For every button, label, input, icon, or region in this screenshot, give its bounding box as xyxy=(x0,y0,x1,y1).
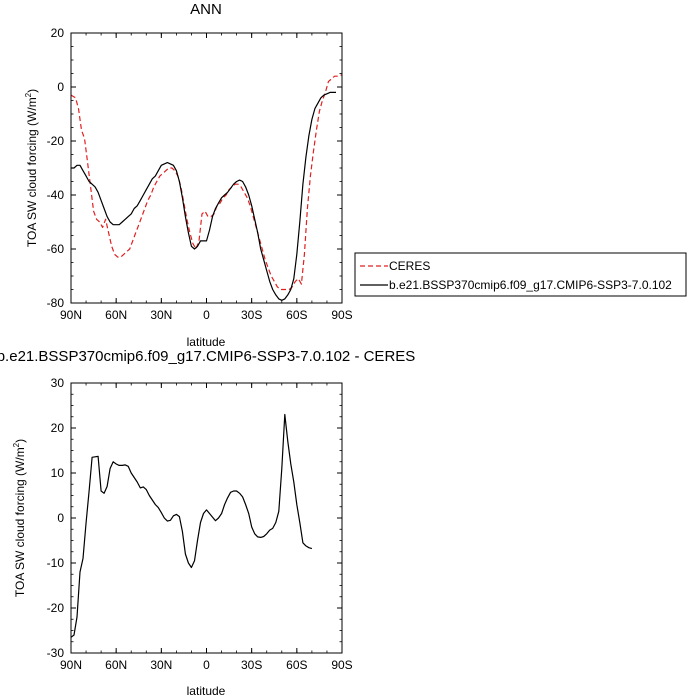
y-tick-label: -40 xyxy=(47,188,65,202)
y-tick-label: -20 xyxy=(47,134,65,148)
x-tick-label: 90N xyxy=(60,658,82,672)
y-axis-label: TOA SW cloud forcing (W/m2) xyxy=(24,89,39,247)
x-tick-label: 60N xyxy=(105,658,127,672)
legend-label-ceres: CERES xyxy=(389,259,430,273)
legend: CERES b.e21.BSSP370cmip6.f09_g17.CMIP6-S… xyxy=(354,252,687,297)
y-tick-label: -60 xyxy=(47,242,65,256)
series-layer xyxy=(70,74,343,301)
x-axis-label: latitude xyxy=(187,684,226,698)
x-tick-label: 0 xyxy=(203,308,210,322)
x-tick-label: 90N xyxy=(60,308,82,322)
y-tick-label: 0 xyxy=(57,80,64,94)
plot-frame xyxy=(70,382,343,654)
legend-label-model: b.e21.BSSP370cmip6.f09_g17.CMIP6-SSP3-7.… xyxy=(389,278,672,292)
chart-title: b.e21.BSSP370cmip6.f09_g17.CMIP6-SSP3-7.… xyxy=(0,348,415,365)
legend-box xyxy=(354,252,687,297)
series-line-1 xyxy=(71,91,336,301)
x-tick-label: 90S xyxy=(331,308,352,322)
y-axis-label: TOA SW cloud forcing (W/m2) xyxy=(12,439,27,597)
series-line-0 xyxy=(70,74,343,291)
x-tick-label: 30S xyxy=(241,308,262,322)
series-layer xyxy=(70,413,313,638)
y-tick-label: 0 xyxy=(57,511,64,525)
y-tick-label: -30 xyxy=(47,646,65,660)
y-tick-label: -20 xyxy=(47,601,65,615)
y-tick-label: 10 xyxy=(51,466,65,480)
x-tick-label: 30N xyxy=(150,658,172,672)
x-tick-label: 30S xyxy=(241,658,262,672)
chart-title: ANN xyxy=(190,1,222,18)
plot-frame xyxy=(70,32,343,304)
y-tick-label: -80 xyxy=(47,296,65,310)
x-tick-label: 60S xyxy=(286,308,307,322)
y-tick-label: -10 xyxy=(47,556,65,570)
x-tick-label: 60N xyxy=(105,308,127,322)
x-tick-label: 90S xyxy=(331,658,352,672)
y-tick-label: 30 xyxy=(51,376,65,390)
y-tick-label: 20 xyxy=(51,26,65,40)
series-line-0 xyxy=(70,413,313,638)
x-axis-label: latitude xyxy=(187,335,226,349)
chart-annual-mean: ANN 90N 60N 30N 0 30S 60S 90S 20 0 -20 -40 -60 -80 l… xyxy=(24,1,687,349)
x-tick-label: 0 xyxy=(203,658,210,672)
x-tick-label: 60S xyxy=(286,658,307,672)
x-tick-label: 30N xyxy=(150,308,172,322)
chart-difference: b.e21.BSSP370cmip6.f09_g17.CMIP6-SSP3-7.… xyxy=(0,348,415,698)
y-tick-label: 20 xyxy=(51,421,65,435)
axis-ticks: 90N 60N 30N 0 30S 60S 90S 20 0 -20 -40 -60 -80 xyxy=(47,26,353,322)
